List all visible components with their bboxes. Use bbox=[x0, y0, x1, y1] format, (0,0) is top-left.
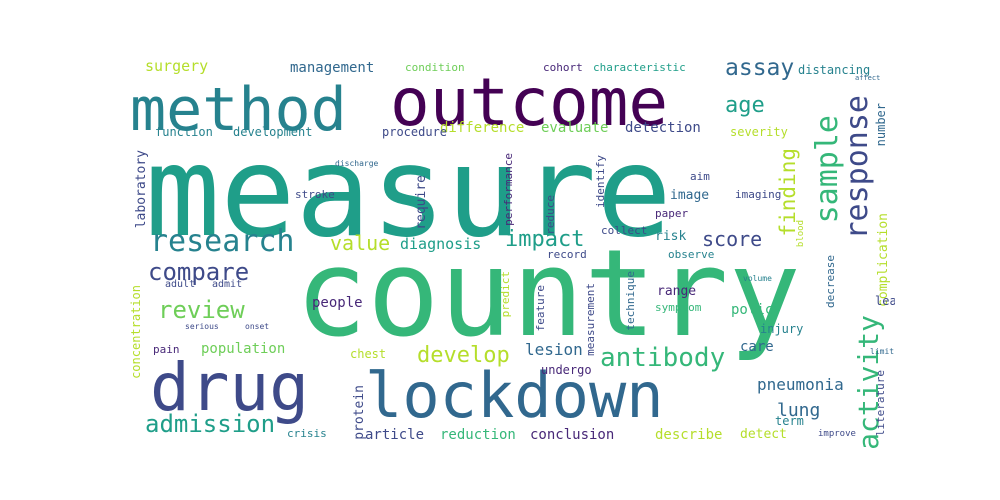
word-chest: chest bbox=[350, 347, 387, 361]
word-blood: blood bbox=[796, 220, 806, 248]
word-severity: severity bbox=[730, 125, 788, 139]
word-country: country bbox=[295, 225, 801, 364]
word-procedure: procedure bbox=[382, 125, 448, 139]
word-paper: paper bbox=[655, 207, 689, 220]
word-pneumonia: pneumonia bbox=[757, 375, 844, 394]
word-assay: assay bbox=[725, 55, 795, 81]
word-number: number bbox=[874, 103, 888, 147]
word-performance: performance bbox=[502, 153, 515, 226]
word-measurement: measurement bbox=[584, 283, 597, 356]
word-require: require bbox=[414, 175, 429, 230]
word-people: people bbox=[312, 295, 363, 311]
word-record: record bbox=[547, 248, 587, 261]
word-feature: feature bbox=[534, 285, 547, 332]
word-describe: describe bbox=[655, 427, 723, 443]
word-identify: identify bbox=[594, 155, 607, 208]
word-symptom: symptom bbox=[655, 301, 702, 314]
word-function: function bbox=[155, 125, 213, 139]
word-outcome: outcome bbox=[390, 64, 669, 141]
word-affect: affect bbox=[855, 74, 881, 82]
word-detect: detect bbox=[740, 427, 787, 442]
word-difference: difference bbox=[440, 120, 525, 136]
word-surgery: surgery bbox=[145, 57, 209, 75]
word-population: population bbox=[201, 341, 286, 357]
word-image: image bbox=[670, 188, 710, 203]
word-laboratory: laboratory bbox=[134, 150, 149, 229]
word-development: development bbox=[233, 125, 313, 139]
word-risk: risk bbox=[655, 229, 687, 244]
word-score: score bbox=[702, 227, 763, 251]
word-condition: condition bbox=[405, 61, 465, 74]
word-reduction: reduction bbox=[440, 427, 516, 443]
word-value: value bbox=[330, 231, 391, 255]
word-antibody: antibody bbox=[600, 343, 726, 373]
word-range: range bbox=[657, 284, 697, 299]
word-collect: collect bbox=[601, 224, 648, 237]
word-aim: aim bbox=[690, 170, 710, 183]
word-protein: protein bbox=[352, 385, 367, 440]
word-policy: policy bbox=[731, 302, 782, 318]
word-measure: measure bbox=[145, 120, 672, 265]
word-limit: limit bbox=[870, 347, 895, 356]
word-adult: adult bbox=[165, 279, 196, 290]
word-cohort: cohort bbox=[543, 61, 583, 74]
word-sample: sample bbox=[810, 115, 845, 224]
word-lesion: lesion bbox=[525, 340, 583, 359]
word-lockdown: lockdown bbox=[365, 359, 664, 432]
word-undergo: undergo bbox=[541, 363, 592, 377]
word-term: term bbox=[775, 414, 804, 428]
word-impact: impact bbox=[505, 227, 585, 252]
word-detection: detection bbox=[625, 120, 701, 136]
word-reduce: reduce bbox=[544, 195, 557, 235]
word-pain: pain bbox=[153, 343, 180, 356]
word-article: article bbox=[365, 427, 425, 443]
word-distancing: distancing bbox=[798, 63, 871, 77]
word-complication: complication bbox=[876, 213, 891, 307]
word-concentration: concentration bbox=[129, 285, 143, 379]
word-technique: technique bbox=[624, 271, 637, 331]
word-imaging: imaging bbox=[735, 188, 782, 201]
word-stroke: stroke bbox=[295, 188, 335, 201]
word-improve: improve bbox=[818, 429, 856, 439]
word-evaluate: evaluate bbox=[541, 120, 609, 136]
word-crisis: crisis bbox=[287, 427, 327, 440]
word-compare: compare bbox=[148, 258, 250, 286]
word-research: research bbox=[150, 224, 295, 259]
word-volume: volume bbox=[743, 274, 772, 283]
word-characteristic: characteristic bbox=[593, 61, 686, 74]
word-lung: lung bbox=[777, 400, 821, 421]
word-decrease: decrease bbox=[824, 255, 837, 308]
word-discharge: discharge bbox=[335, 159, 379, 168]
word-response: response bbox=[840, 95, 875, 240]
word-review: review bbox=[158, 296, 245, 324]
word-injury: injury bbox=[760, 322, 804, 336]
word-age: age bbox=[725, 93, 765, 118]
word-care: care bbox=[740, 339, 774, 355]
word-management: management bbox=[290, 60, 375, 76]
word-drug: drug bbox=[150, 349, 309, 426]
word-conclusion: conclusion bbox=[530, 427, 615, 443]
word-method: method bbox=[130, 75, 347, 145]
word-serious: serious bbox=[185, 322, 219, 331]
word-admit: admit bbox=[212, 279, 243, 290]
word-predict: predict bbox=[499, 271, 512, 318]
word-admission: admission bbox=[145, 410, 276, 438]
word-observe: observe bbox=[668, 248, 715, 261]
word-diagnosis: diagnosis bbox=[400, 235, 482, 253]
word-literature: literature bbox=[874, 370, 887, 437]
word-onset: onset bbox=[245, 322, 270, 331]
word-lead: lead bbox=[875, 294, 895, 308]
word-develop: develop bbox=[417, 343, 510, 368]
word-cloud: measure country outcome method lockdown drug r… bbox=[125, 55, 895, 450]
